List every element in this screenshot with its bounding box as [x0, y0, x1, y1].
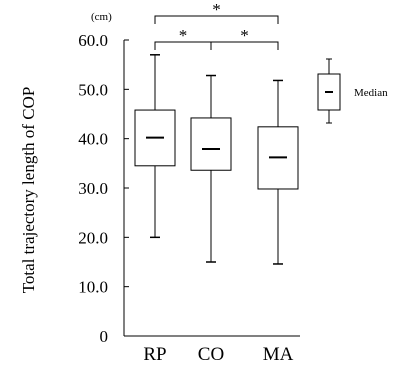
- x-category-label: RP: [143, 344, 166, 365]
- significance-marker: *: [179, 26, 188, 45]
- significance-marker: *: [212, 0, 221, 19]
- box-co: [190, 74, 232, 263]
- significance-marker: *: [240, 26, 249, 45]
- significance-bracket: *: [154, 26, 212, 50]
- bracket-line: [210, 41, 279, 50]
- y-tick-label: 40.0: [78, 130, 108, 149]
- unit-label: (cm): [91, 11, 112, 23]
- x-category-label: MA: [263, 344, 294, 365]
- box-iqr: [190, 117, 232, 171]
- x-category-label: CO: [198, 344, 224, 365]
- significance-bracket: *: [210, 26, 279, 50]
- box-rp: [134, 54, 176, 239]
- y-axis-title: Total trajectory length of COP: [19, 87, 38, 294]
- y-tick-label: 60.0: [78, 31, 108, 50]
- y-tick-label: 0: [100, 327, 109, 346]
- bracket-line: [154, 15, 279, 24]
- box-ma: [257, 79, 299, 265]
- y-tick-label: 10.0: [78, 278, 108, 297]
- y-tick-label: 20.0: [78, 228, 108, 247]
- legend-label: Median: [354, 87, 388, 99]
- y-tick-label: 50.0: [78, 80, 108, 99]
- y-tick-label: 30.0: [78, 179, 108, 198]
- significance-bracket: *: [154, 0, 279, 24]
